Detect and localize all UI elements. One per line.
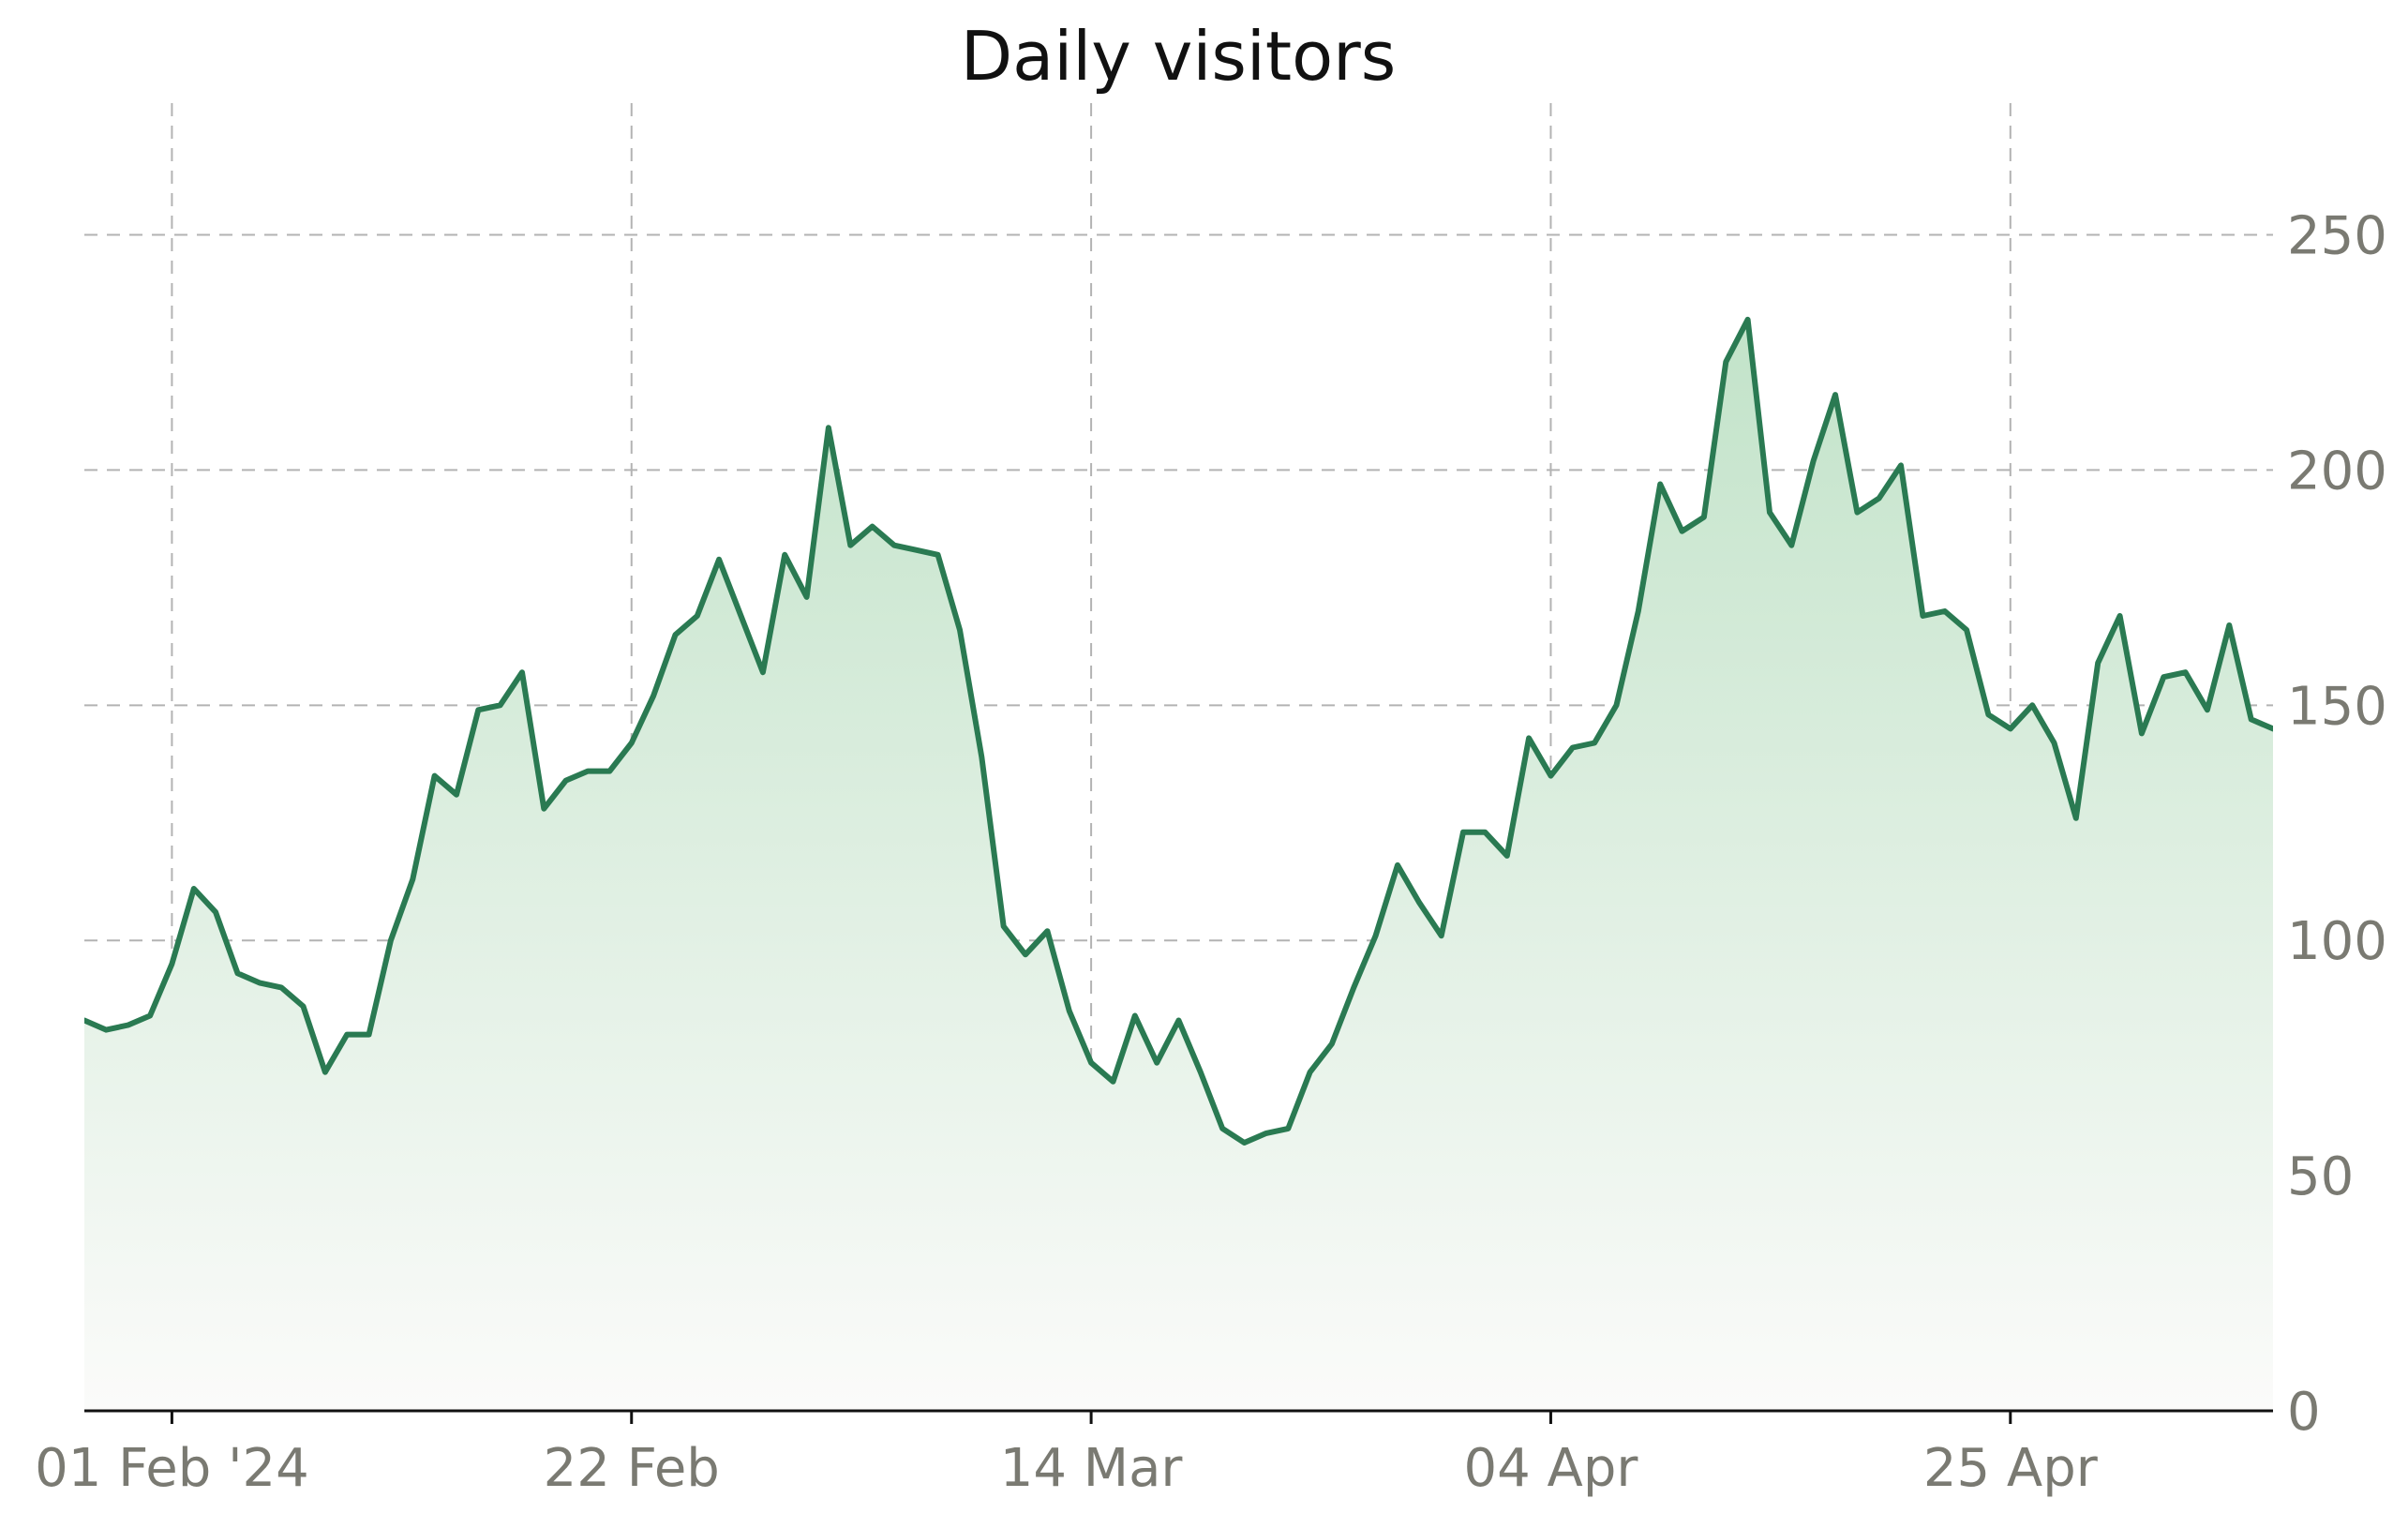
x-tick-label: 25 Apr xyxy=(1923,1438,2099,1499)
x-tick-label: 14 Mar xyxy=(1000,1438,1184,1499)
x-axis-ticks: 01 Feb '24 22 Feb 14 Mar 04 Apr 25 Apr xyxy=(35,1411,2099,1499)
x-tick-label: 04 Apr xyxy=(1463,1438,1638,1499)
y-axis-ticks: 0 50 100 150 200 250 xyxy=(2287,206,2387,1443)
x-tick-label: 01 Feb '24 xyxy=(35,1438,309,1499)
x-tick-label: 22 Feb xyxy=(544,1438,720,1499)
y-tick-label: 100 xyxy=(2287,911,2387,972)
chart-title: Daily visitors xyxy=(961,17,1397,96)
y-tick-label: 150 xyxy=(2287,676,2387,737)
y-tick-label: 200 xyxy=(2287,441,2387,502)
series-line xyxy=(84,316,2273,1146)
y-tick-label: 50 xyxy=(2287,1146,2354,1207)
y-tick-label: 250 xyxy=(2287,206,2387,267)
series-area-fill xyxy=(84,319,2273,1411)
y-tick-label: 0 xyxy=(2287,1382,2321,1443)
